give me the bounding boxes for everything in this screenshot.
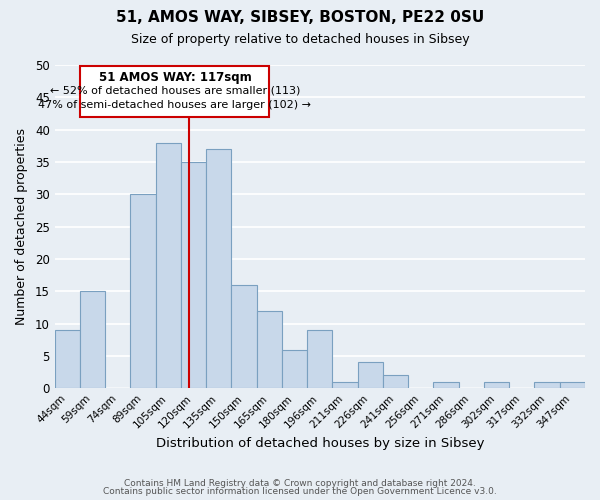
Bar xyxy=(307,330,332,388)
Text: 47% of semi-detached houses are larger (102) →: 47% of semi-detached houses are larger (… xyxy=(38,100,311,110)
Text: Contains HM Land Registry data © Crown copyright and database right 2024.: Contains HM Land Registry data © Crown c… xyxy=(124,478,476,488)
X-axis label: Distribution of detached houses by size in Sibsey: Distribution of detached houses by size … xyxy=(155,437,484,450)
Bar xyxy=(358,362,383,388)
Text: Size of property relative to detached houses in Sibsey: Size of property relative to detached ho… xyxy=(131,32,469,46)
Bar xyxy=(383,376,408,388)
Text: Contains public sector information licensed under the Open Government Licence v3: Contains public sector information licen… xyxy=(103,487,497,496)
Text: 51, AMOS WAY, SIBSEY, BOSTON, PE22 0SU: 51, AMOS WAY, SIBSEY, BOSTON, PE22 0SU xyxy=(116,10,484,25)
Bar xyxy=(181,162,206,388)
Bar xyxy=(155,142,181,388)
Text: ← 52% of detached houses are smaller (113): ← 52% of detached houses are smaller (11… xyxy=(50,86,300,96)
Bar xyxy=(232,285,257,389)
Bar xyxy=(206,149,232,388)
Bar xyxy=(484,382,509,388)
FancyBboxPatch shape xyxy=(80,66,269,116)
Bar xyxy=(433,382,459,388)
Bar xyxy=(130,194,155,388)
Text: 51 AMOS WAY: 117sqm: 51 AMOS WAY: 117sqm xyxy=(98,71,251,84)
Bar xyxy=(282,350,307,389)
Bar xyxy=(55,330,80,388)
Bar xyxy=(80,292,105,388)
Bar xyxy=(560,382,585,388)
Y-axis label: Number of detached properties: Number of detached properties xyxy=(15,128,28,325)
Bar xyxy=(257,310,282,388)
Bar xyxy=(332,382,358,388)
Bar xyxy=(535,382,560,388)
